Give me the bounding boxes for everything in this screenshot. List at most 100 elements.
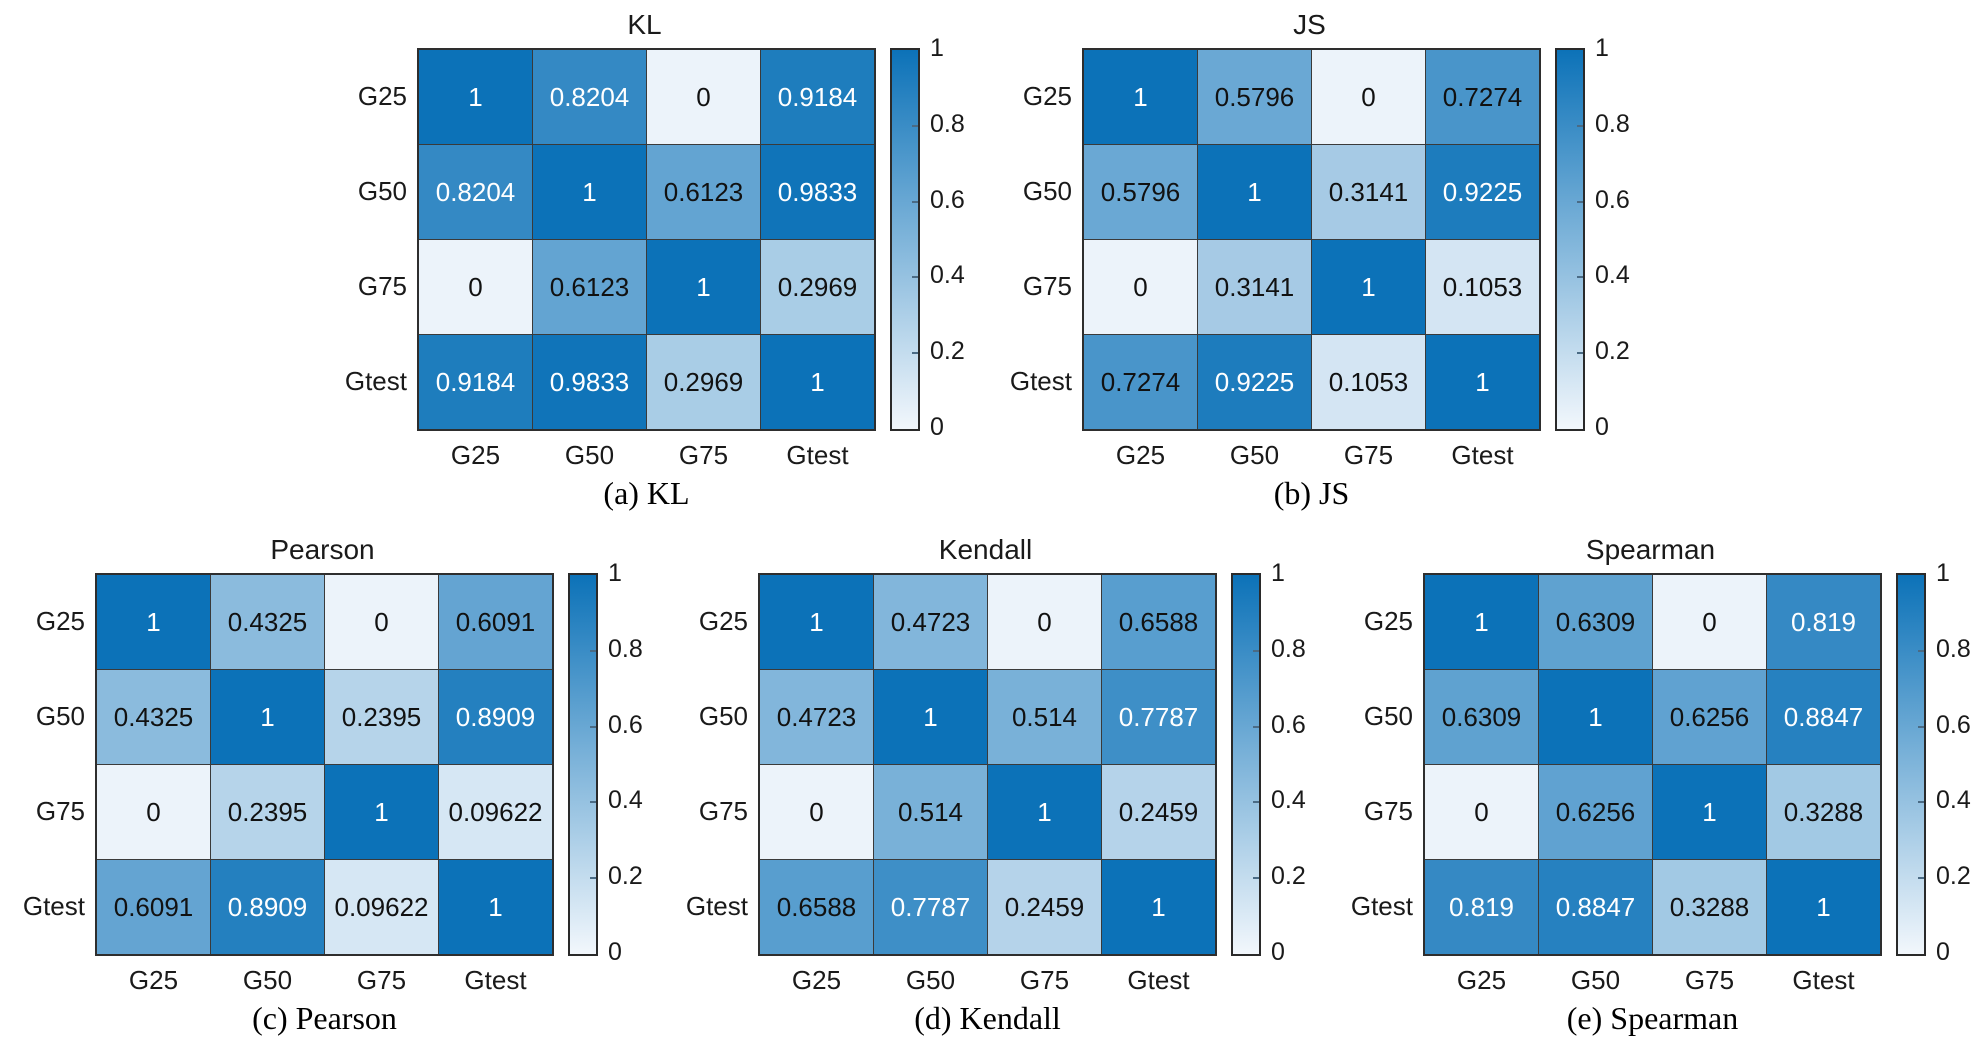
- heatmap-cell: 0.514: [874, 765, 987, 859]
- x-axis-label: Gtest: [1451, 440, 1514, 470]
- heatmap-cell: 1: [1312, 240, 1425, 334]
- heatmap-cell: 1: [1102, 860, 1215, 954]
- heatmap-cell: 0.6256: [1653, 670, 1766, 764]
- x-axis-label: G75: [1019, 965, 1070, 995]
- heatmap-cell: 0.6256: [1539, 765, 1652, 859]
- heatmap-cell: 1: [1539, 670, 1652, 764]
- y-axis-label: G75: [1022, 271, 1072, 301]
- heatmap-cell: 0.5796: [1198, 50, 1311, 144]
- heatmap-cell: 0: [419, 240, 532, 334]
- heatmap-title: Pearson: [270, 534, 375, 565]
- heatmap-cell: 0.6091: [97, 860, 210, 954]
- colorbar-tick-label: 0.4: [1595, 261, 1630, 290]
- heatmap-cell: 0.2395: [211, 765, 324, 859]
- heatmap-cell: 0.6309: [1539, 575, 1652, 669]
- heatmap-plot-area: G25 G50 G75 Gtest 1 0.4723 0 0.6588 0.4723 1 0.51…: [678, 560, 1327, 965]
- heatmap-cell: 1: [211, 670, 324, 764]
- y-axis-labels: G25 G50 G75 Gtest: [337, 48, 417, 429]
- colorbar-tick-labels: 1 0.8 0.6 0.4 0.2 0: [598, 560, 664, 965]
- heatmap-cell: 0.3141: [1198, 240, 1311, 334]
- x-axis-label: G25: [1115, 440, 1166, 470]
- heatmap-cell: 0.8847: [1767, 670, 1880, 764]
- colorbar-tick-label: 0.4: [930, 261, 965, 290]
- x-axis-label: G25: [791, 965, 842, 995]
- heatmap-cell: 0: [1084, 240, 1197, 334]
- x-axis-label: Gtest: [1127, 965, 1190, 995]
- heatmap-cell: 0.8909: [211, 860, 324, 954]
- heatmap-cell: 0.7787: [1102, 670, 1215, 764]
- heatmap-cell: 1: [761, 335, 874, 429]
- y-axis-labels: G25 G50 G75 Gtest: [1343, 573, 1423, 954]
- colorbar-tick-label: 0.8: [930, 109, 965, 138]
- colorbar-tick-label: 1: [930, 34, 944, 62]
- figure-caption: (e) Spearman: [1566, 1000, 1739, 1036]
- x-axis-label: G50: [1229, 440, 1280, 470]
- colorbar-tick-label: 0.2: [608, 862, 643, 891]
- colorbar-tick-mark: [590, 649, 596, 652]
- colorbar-tick-label: 0.8: [608, 634, 643, 663]
- colorbar-tick-label: 0.2: [930, 337, 965, 366]
- colorbar-tick-label: 0.6: [608, 710, 643, 739]
- colorbar-tick-label: 1: [1936, 559, 1950, 587]
- heatmap-cell: 0.7274: [1084, 335, 1197, 429]
- y-axis-label: G75: [1363, 796, 1413, 826]
- heatmap-cell: 0.5796: [1084, 145, 1197, 239]
- heatmap-cell: 0.9184: [419, 335, 532, 429]
- figure-caption: (b) JS: [1273, 475, 1350, 511]
- heatmap-cell: 0: [97, 765, 210, 859]
- y-axis-label: G75: [357, 271, 407, 301]
- colorbar-tick-label: 0: [1936, 938, 1950, 966]
- colorbar-gradient: [890, 48, 920, 431]
- heatmap-cell: 1: [1425, 575, 1538, 669]
- colorbar-tick-mark: [1918, 649, 1924, 652]
- colorbar-tick-label: 0.2: [1271, 862, 1306, 891]
- y-axis-label: G25: [698, 606, 748, 636]
- colorbar-tick-labels: 1 0.8 0.6 0.4 0.2 0: [920, 35, 986, 440]
- heatmap-cell: 0.8847: [1539, 860, 1652, 954]
- x-axis-label: G75: [356, 965, 407, 995]
- colorbar-tick-label: 1: [608, 559, 622, 587]
- heatmap-cell: 0.7274: [1426, 50, 1539, 144]
- heatmap-title: KL: [627, 9, 662, 40]
- colorbar-tick-label: 0.8: [1271, 634, 1306, 663]
- heatmap-cell: 0.9184: [761, 50, 874, 144]
- heatmap-grid: 1 0.8204 0 0.9184 0.8204 1 0.6123 0.9833 0 0.6123…: [417, 48, 876, 431]
- heatmap-cell: 1: [760, 575, 873, 669]
- heatmap-cell: 0: [1653, 575, 1766, 669]
- heatmap-plot-area: G25 G50 G75 Gtest 1 0.5796 0 0.7274 0.5796 1 0.31…: [1002, 35, 1651, 440]
- heatmap-cell: 0.6123: [533, 240, 646, 334]
- heatmap-plot-area: G25 G50 G75 Gtest 1 0.4325 0 0.6091 0.4325 1 0.23…: [15, 560, 664, 965]
- colorbar-tick-mark: [912, 124, 918, 127]
- heatmap-cell: 0.9225: [1198, 335, 1311, 429]
- heatmap-cell: 0.8204: [419, 145, 532, 239]
- heatmap-grid: 1 0.6309 0 0.819 0.6309 1 0.6256 0.8847 0 0.6256 1…: [1423, 573, 1882, 956]
- heatmap-cell: 0.8909: [439, 670, 552, 764]
- heatmap-cell: 0: [1425, 765, 1538, 859]
- heatmap-cell: 0.4723: [760, 670, 873, 764]
- x-axis-labels: G25 G50 G75 Gtest: [95, 965, 554, 996]
- colorbar-gradient: [1896, 573, 1926, 956]
- heatmap-cell: 0.4325: [97, 670, 210, 764]
- heatmap-panel-kl: KL G25 G50 G75 Gtest 1 0.8204 0 0.9184 0.8204 1 0…: [337, 6, 986, 512]
- heatmap-cell: 0.9225: [1426, 145, 1539, 239]
- y-axis-label: G25: [1363, 606, 1413, 636]
- x-axis-label: G75: [1684, 965, 1735, 995]
- y-axis-labels: G25 G50 G75 Gtest: [1002, 48, 1082, 429]
- heatmap-cell: 1: [1084, 50, 1197, 144]
- colorbar-tick-label: 0.6: [1936, 710, 1971, 739]
- heatmap-grid: 1 0.4325 0 0.6091 0.4325 1 0.2395 0.8909 0 0.2395…: [95, 573, 554, 956]
- heatmap-cell: 0.3288: [1767, 765, 1880, 859]
- heatmap-cell: 1: [97, 575, 210, 669]
- heatmap-cell: 0.09622: [439, 765, 552, 859]
- y-axis-label: G25: [35, 606, 85, 636]
- heatmap-cell: 0.4723: [874, 575, 987, 669]
- y-axis-label: G25: [357, 81, 407, 111]
- x-axis-label: G50: [564, 440, 615, 470]
- x-axis-labels: G25 G50 G75 Gtest: [1082, 440, 1541, 471]
- heatmap-cell: 0.9833: [533, 335, 646, 429]
- y-axis-labels: G25 G50 G75 Gtest: [678, 573, 758, 954]
- heatmap-cell: 0.9833: [761, 145, 874, 239]
- colorbar-tick-label: 1: [1271, 559, 1285, 587]
- colorbar-gradient: [1555, 48, 1585, 431]
